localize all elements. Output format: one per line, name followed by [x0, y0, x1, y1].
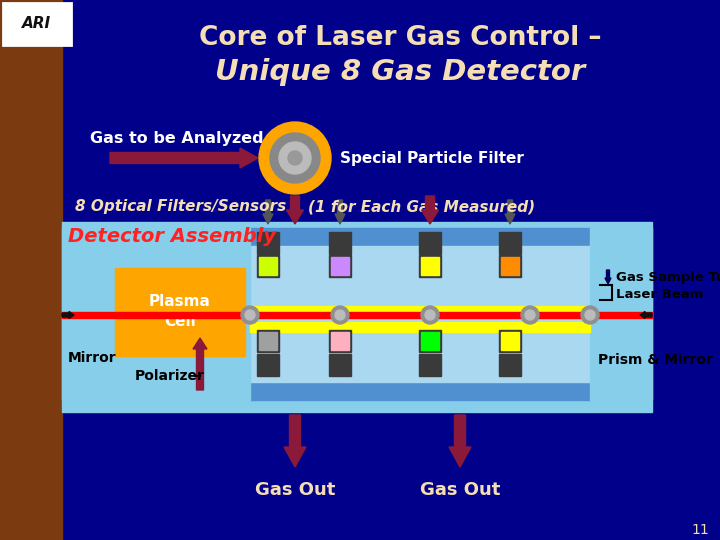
Bar	[257, 255, 279, 277]
Bar	[421, 356, 439, 374]
Bar	[62, 222, 652, 412]
Text: Gas Sample Tube: Gas Sample Tube	[616, 272, 720, 285]
Text: Unique 8 Gas Detector: Unique 8 Gas Detector	[215, 58, 585, 86]
Bar	[419, 255, 441, 277]
Text: Mirror: Mirror	[68, 351, 117, 365]
FancyArrow shape	[62, 312, 74, 319]
Circle shape	[245, 310, 255, 320]
Text: Prism & Mirror: Prism & Mirror	[598, 353, 713, 367]
Bar	[259, 257, 277, 275]
Bar	[501, 332, 519, 350]
Text: Polarizer: Polarizer	[135, 369, 205, 383]
Bar	[590, 228, 652, 400]
Circle shape	[335, 310, 345, 320]
Bar	[3, 3, 71, 45]
Bar	[419, 354, 441, 376]
Bar	[250, 246, 590, 382]
FancyArrow shape	[605, 270, 611, 284]
Circle shape	[585, 310, 595, 320]
FancyArrow shape	[640, 312, 652, 319]
Bar	[259, 234, 277, 252]
Text: (1 for Each Gas Measured): (1 for Each Gas Measured)	[308, 199, 535, 214]
Circle shape	[270, 133, 320, 183]
Circle shape	[521, 306, 539, 324]
Bar	[62, 312, 652, 318]
FancyArrow shape	[335, 200, 345, 224]
Text: Laser Beam: Laser Beam	[616, 287, 703, 300]
Bar	[3, 3, 71, 45]
Circle shape	[525, 310, 535, 320]
Bar	[499, 255, 521, 277]
Bar	[421, 257, 439, 275]
Bar	[62, 228, 250, 400]
Bar	[329, 232, 351, 254]
Bar	[257, 354, 279, 376]
Text: 11: 11	[691, 523, 709, 537]
Circle shape	[331, 306, 349, 324]
Bar	[331, 332, 349, 350]
Circle shape	[241, 306, 259, 324]
Circle shape	[259, 122, 331, 194]
Bar	[331, 234, 349, 252]
Circle shape	[279, 142, 311, 174]
Bar	[257, 232, 279, 254]
Bar	[259, 356, 277, 374]
Bar	[329, 354, 351, 376]
Bar	[331, 356, 349, 374]
Bar	[259, 332, 277, 350]
Bar	[501, 257, 519, 275]
Circle shape	[288, 151, 302, 165]
Text: Gas Out: Gas Out	[255, 481, 336, 499]
Text: Detector Assembly: Detector Assembly	[68, 227, 276, 246]
Bar	[250, 322, 590, 332]
Text: ARI: ARI	[22, 17, 52, 31]
Bar	[329, 255, 351, 277]
Circle shape	[581, 306, 599, 324]
Text: Special Particle Filter: Special Particle Filter	[340, 151, 524, 165]
Bar	[499, 232, 521, 254]
Bar	[421, 234, 439, 252]
Bar	[421, 332, 439, 350]
Bar	[331, 257, 349, 275]
Bar	[250, 382, 590, 400]
Text: 8 Optical Filters/Sensors: 8 Optical Filters/Sensors	[75, 199, 287, 214]
FancyArrow shape	[505, 200, 515, 224]
Text: Gas Out: Gas Out	[420, 481, 500, 499]
Bar	[419, 330, 441, 352]
FancyArrow shape	[284, 415, 306, 467]
FancyArrow shape	[193, 338, 207, 390]
Bar	[250, 228, 590, 246]
Bar	[250, 306, 590, 316]
Circle shape	[425, 310, 435, 320]
Text: Plasma: Plasma	[149, 294, 211, 309]
Bar	[501, 356, 519, 374]
Bar	[0, 0, 62, 540]
Bar	[115, 268, 245, 356]
Text: Core of Laser Gas Control –: Core of Laser Gas Control –	[199, 25, 601, 51]
Bar	[257, 330, 279, 352]
Bar	[501, 234, 519, 252]
Circle shape	[421, 306, 439, 324]
FancyArrow shape	[263, 200, 273, 224]
FancyArrow shape	[449, 415, 471, 467]
FancyArrow shape	[110, 148, 258, 168]
FancyArrow shape	[421, 196, 438, 224]
Bar	[329, 330, 351, 352]
Bar	[499, 354, 521, 376]
FancyArrow shape	[287, 196, 304, 224]
Text: Cell: Cell	[164, 314, 196, 329]
Bar	[499, 330, 521, 352]
Bar	[419, 232, 441, 254]
Text: Gas to be Analyzed In: Gas to be Analyzed In	[90, 131, 287, 145]
